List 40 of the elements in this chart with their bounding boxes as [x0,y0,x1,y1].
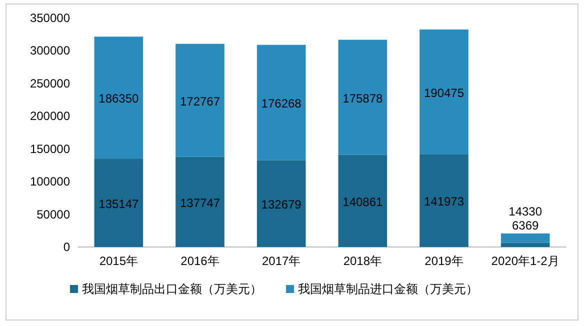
data-label: 137747 [180,196,220,210]
bar [176,44,224,157]
bar [420,29,468,154]
data-label: 141973 [424,194,464,209]
x-tick-label: 2016年 [180,254,220,268]
x-tick-label: 2019年 [424,254,464,268]
bar [338,154,388,247]
bar [500,242,550,247]
bar [500,233,550,243]
data-label: 176268 [261,96,302,111]
data-label: 135147 [98,196,140,211]
bar [94,158,144,247]
y-tick-label: 300000 [30,44,70,58]
data-label: 175878 [342,91,384,106]
data-label: 6369 [512,218,540,232]
x-tick-label: 2020年1-2月 [491,254,560,268]
y-tick-label: 150000 [30,142,70,156]
bar [94,36,144,159]
y-tick-label: 250000 [30,76,70,90]
y-tick-label: 50000 [36,207,70,222]
y-tick-label: 200000 [30,109,70,124]
data-label: 132679 [261,198,302,212]
y-tick-label: 0 [63,240,70,254]
data-label: 190475 [424,86,464,100]
x-tick-label: 2018年 [343,254,382,268]
data-label: 14330 [508,204,542,218]
y-tick-label: 100000 [30,174,70,189]
data-label: 186350 [98,92,140,106]
legend-label: 我国烟草制品进口金额（万美元） [298,282,478,296]
data-label: 140861 [342,194,384,209]
x-tick-label: 2015年 [99,254,138,268]
bar [256,160,306,247]
x-tick-label: 2017年 [262,254,301,268]
bar [338,40,388,155]
bar [256,44,306,160]
bar [176,156,224,247]
y-tick-label: 350000 [30,11,70,25]
legend-label: 我国烟草制品出口金额（万美元） [82,282,262,296]
data-label: 172767 [180,94,220,108]
bar [420,154,468,247]
